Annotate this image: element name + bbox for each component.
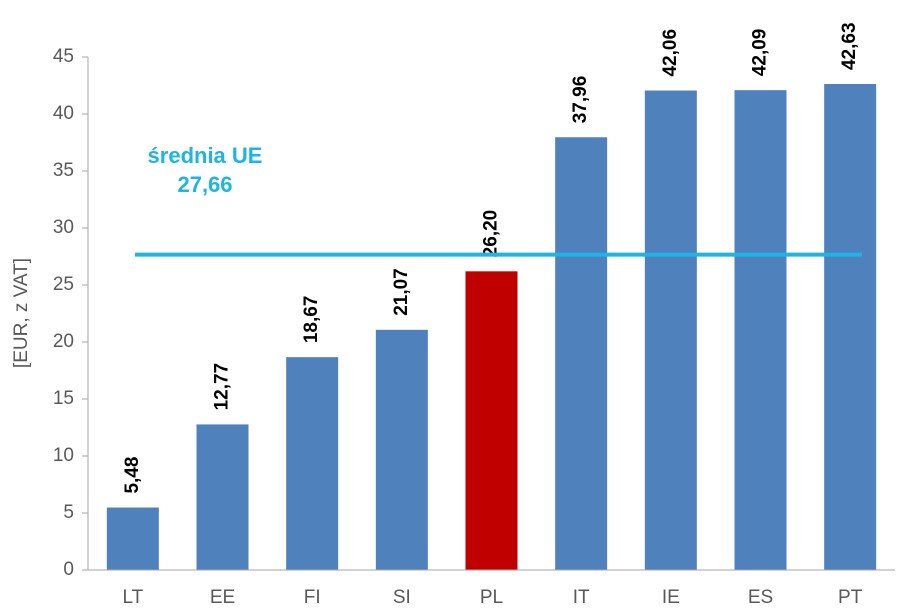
- bar: [106, 507, 159, 570]
- bar: [286, 357, 339, 570]
- y-tick-label: 15: [53, 388, 74, 409]
- value-label: 42,06: [660, 29, 681, 77]
- y-tick-label: 30: [53, 217, 74, 238]
- bar: [644, 90, 697, 571]
- value-label: 42,09: [750, 29, 771, 77]
- x-tick-label: LT: [122, 587, 143, 608]
- y-tick-label: 40: [53, 103, 74, 124]
- y-tick-label: 5: [63, 502, 74, 523]
- y-tick-label: 0: [63, 559, 74, 580]
- bar: [196, 424, 249, 570]
- x-tick-label: IE: [662, 587, 680, 608]
- bar: [555, 137, 608, 571]
- value-label: 21,07: [391, 268, 412, 316]
- x-tick-label: FI: [304, 587, 321, 608]
- y-tick-label: 25: [53, 274, 74, 295]
- value-label: 12,77: [212, 363, 233, 411]
- bar: [375, 329, 428, 570]
- value-label: 42,63: [839, 22, 860, 70]
- reference-label: 27,66: [177, 172, 232, 197]
- y-tick-label: 45: [53, 46, 74, 67]
- value-label: 5,48: [122, 457, 143, 494]
- y-tick-label: 35: [53, 160, 74, 181]
- value-label: 18,67: [301, 296, 322, 344]
- x-tick-label: SI: [393, 587, 411, 608]
- bar: [734, 90, 787, 570]
- x-tick-label: PL: [480, 587, 503, 608]
- x-tick-label: ES: [748, 587, 773, 608]
- x-tick-label: EE: [210, 587, 235, 608]
- y-axis-label: [EUR, z VAT]: [11, 258, 32, 368]
- x-tick-label: IT: [573, 587, 590, 608]
- y-tick-label: 10: [53, 445, 74, 466]
- y-tick-label: 20: [53, 331, 74, 352]
- value-label: 26,20: [481, 210, 502, 258]
- reference-name: średnia UE: [148, 143, 263, 168]
- value-label: 37,96: [570, 76, 591, 124]
- bar: [465, 271, 518, 570]
- x-tick-label: PT: [838, 587, 863, 608]
- bar: [824, 84, 877, 570]
